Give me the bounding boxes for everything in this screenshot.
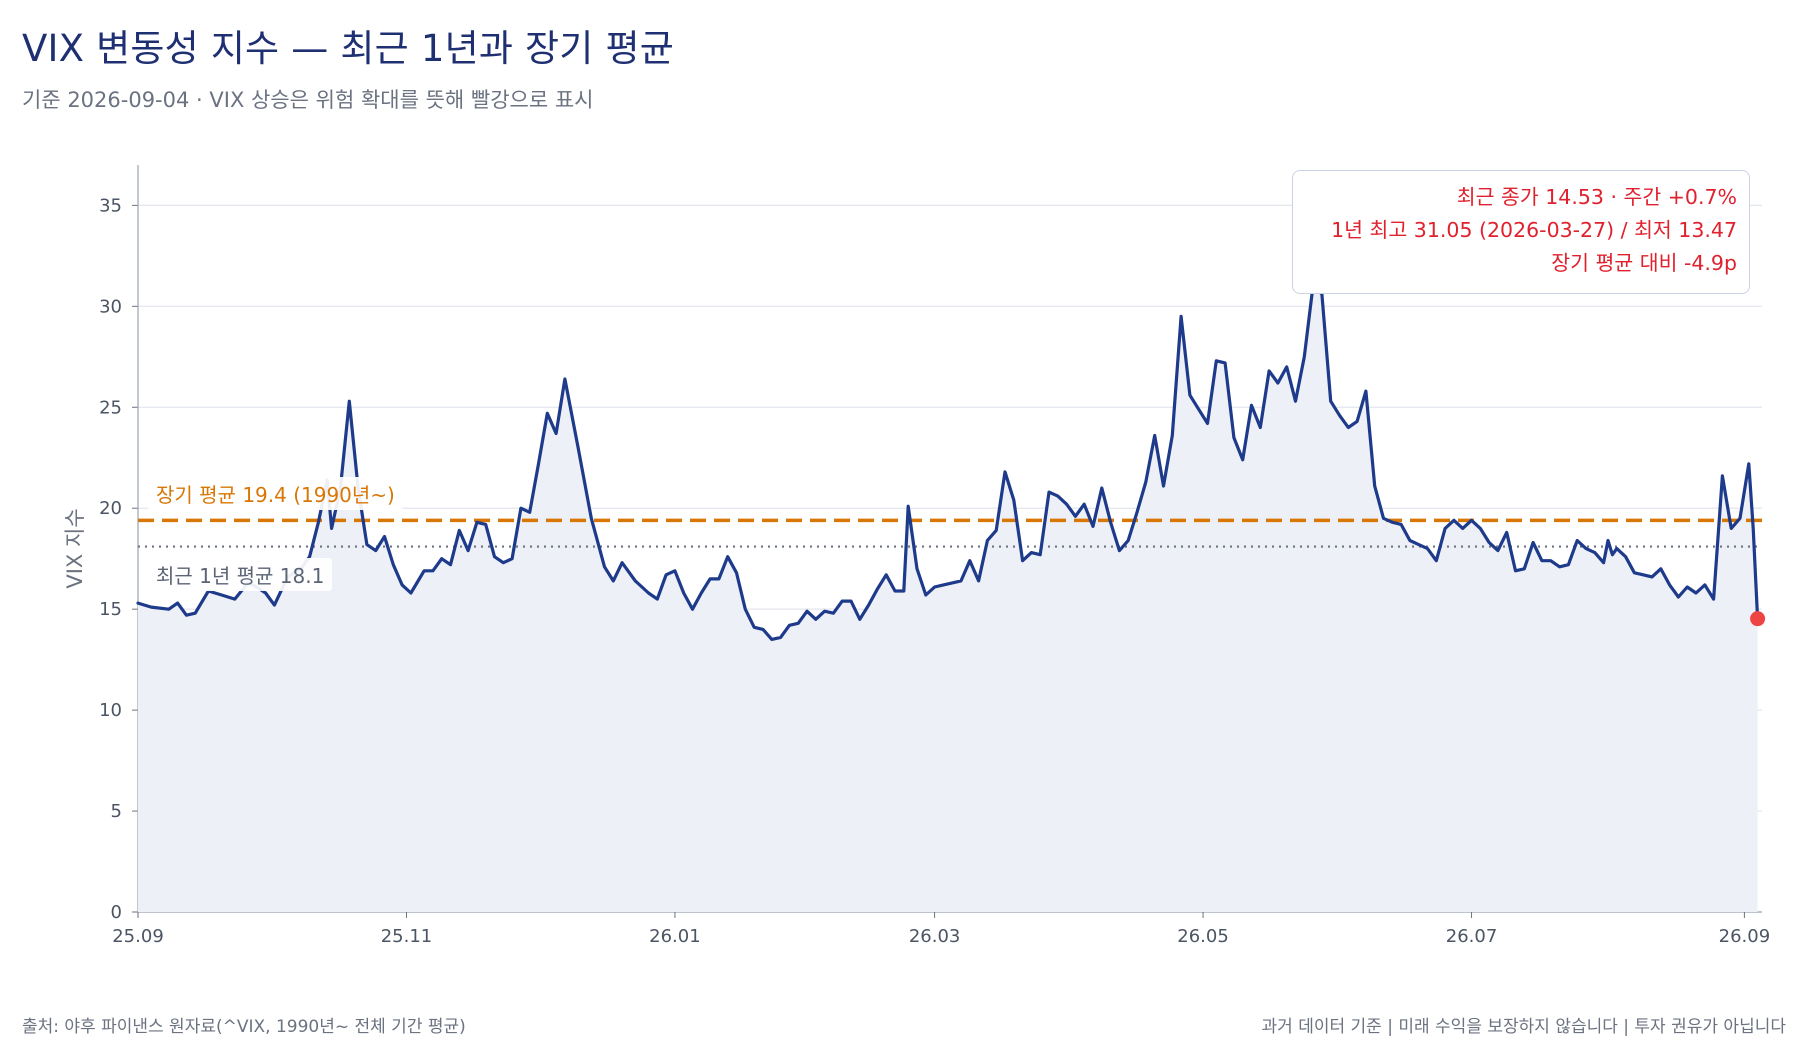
x-tick-label: 26.09 <box>1719 926 1771 947</box>
disclaimer-note: 과거 데이터 기준 | 미래 수익을 보장하지 않습니다 | 투자 권유가 아닙… <box>1261 1017 1786 1037</box>
y-tick-label: 15 <box>99 599 122 620</box>
x-tick-label: 26.01 <box>649 926 701 947</box>
last-close-marker <box>1750 611 1766 627</box>
stats-box: 최근 종가 14.53 · 주간 +0.7% 1년 최고 31.05 (2026… <box>1292 170 1750 294</box>
y-axis-title: VIX 지수 <box>63 508 87 588</box>
page-subtitle: 기준 2026-09-04 · VIX 상승은 위험 확대를 뜻해 빨강으로 표… <box>22 88 594 112</box>
recent-average-label: 최근 1년 평균 18.1 <box>148 558 333 591</box>
x-tick-label: 25.11 <box>381 926 433 947</box>
x-tick-label: 25.09 <box>112 926 164 947</box>
vix-series-line <box>136 283 1760 641</box>
source-note: 출처: 야후 파이낸스 원자료(^VIX, 1990년~ 전체 기간 평균) <box>22 1017 466 1037</box>
x-tick-label: 26.03 <box>909 926 961 947</box>
y-tick-label: 25 <box>99 397 122 418</box>
x-tick-label: 26.07 <box>1446 926 1498 947</box>
stats-line-range: 1년 최고 31.05 (2026-03-27) / 최저 13.47 <box>1331 218 1737 242</box>
y-tick-label: 0 <box>111 902 122 923</box>
x-tick-label: 26.05 <box>1177 926 1229 947</box>
stats-line-close: 최근 종가 14.53 · 주간 +0.7% <box>1456 185 1737 209</box>
y-tick-label: 35 <box>99 195 122 216</box>
y-tick-label: 10 <box>99 700 122 721</box>
y-tick-label: 5 <box>111 801 122 822</box>
series-area-fill <box>138 285 1758 913</box>
stats-line-vs-average: 장기 평균 대비 -4.9p <box>1551 251 1737 275</box>
page-title: VIX 변동성 지수 — 최근 1년과 장기 평균 <box>22 27 674 70</box>
y-tick-label: 20 <box>99 498 122 519</box>
y-tick-label: 30 <box>99 296 122 317</box>
long-average-label: 장기 평균 19.4 (1990년~) <box>148 477 403 510</box>
